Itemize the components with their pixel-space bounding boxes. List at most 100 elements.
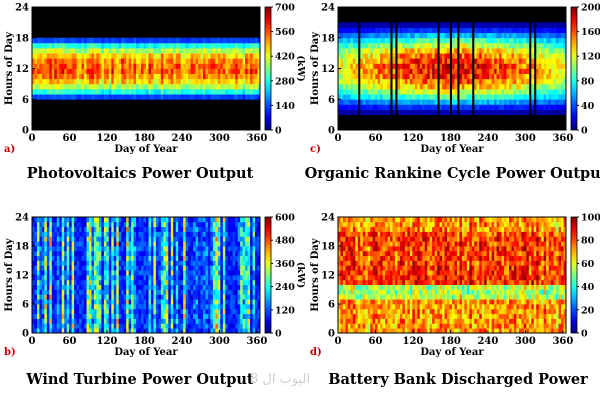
panel-3-heat-cell	[84, 313, 87, 319]
panel-2-heat-cell	[380, 109, 384, 116]
panel-2-heat-cell	[489, 27, 493, 34]
panel-3-heat-cell	[113, 328, 117, 334]
panel-1-x-tick-label: 180	[134, 133, 155, 144]
panel-1-heat-cell	[54, 89, 58, 95]
panel-1-heat-cell	[121, 73, 125, 80]
panel-2-heat-cell	[459, 27, 463, 34]
panel-2-heat-cell	[469, 37, 473, 44]
panel-1-heat-cell	[148, 63, 152, 69]
panel-3-heat-cell	[136, 241, 139, 247]
panel-3-heat-cell	[212, 250, 216, 257]
panel-2-heat-cell	[526, 89, 530, 95]
panel-2-heat-cell	[563, 22, 567, 28]
panel-1-heat-cell	[126, 58, 130, 64]
panel-3-heat-cell	[146, 226, 149, 232]
panel-1-heat-cell	[165, 83, 169, 90]
panel-3-heat-cell	[170, 270, 174, 276]
panel-2-heat-cell	[347, 22, 351, 28]
panel-2-heat-cell	[541, 89, 545, 95]
panel-3-heat-cell	[200, 275, 204, 281]
panel-1-heat-cell	[138, 94, 142, 100]
panel-3-heat-cell	[247, 275, 251, 281]
panel-2-heat-cell	[469, 109, 473, 116]
panel-1-heat-cell	[193, 68, 196, 75]
panel-3-heat-cell	[64, 260, 68, 266]
panel-1-heat-cell	[163, 53, 167, 59]
panel-3-heat-cell	[168, 294, 172, 300]
panel-2-heat-cell	[511, 94, 515, 100]
panel-1-heat-cell	[183, 83, 187, 90]
panel-2-heat-cell	[452, 22, 455, 28]
panel-2-heat-cell	[459, 78, 463, 85]
panel-3-heat-cell	[212, 313, 216, 319]
panel-2-heat-cell	[556, 27, 559, 34]
panel-1-heat-cell	[54, 58, 58, 64]
panel-2-heat-cell	[516, 37, 520, 44]
panel-3-heat-cell	[212, 275, 216, 281]
panel-3-heat-cell	[138, 279, 142, 286]
panel-1-heat-cell	[91, 53, 95, 59]
panel-1-heat-cell	[143, 83, 147, 90]
panel-1-heat-cell	[51, 78, 55, 85]
panel-2-heat-cell	[350, 58, 354, 64]
panel-3-heat-cell	[173, 236, 177, 242]
panel-2-heat-cell	[362, 73, 366, 80]
panel-1-heat-cell	[66, 83, 70, 90]
panel-3-heat-cell	[237, 260, 241, 266]
panel-3-heat-cell	[74, 308, 78, 315]
panel-3-heat-cell	[220, 270, 224, 276]
panel-1-heat-cell	[66, 48, 70, 54]
panel-3-heat-cell	[148, 236, 152, 242]
panel-1-heat-cell	[150, 78, 154, 85]
panel-3-heat-cell	[207, 284, 211, 290]
panel-2-heat-cell	[541, 22, 545, 28]
panel-2-heat-cell	[506, 22, 510, 28]
panel-1-heat-cell	[215, 89, 219, 95]
panel-3-heat-cell	[32, 323, 35, 329]
panel-2-heat-cell	[538, 53, 542, 59]
panel-1-heat-cell	[217, 83, 221, 90]
panel-1-heat-cell	[170, 78, 174, 85]
panel-2-heat-cell	[558, 58, 562, 64]
panel-2-heat-cell	[511, 48, 515, 54]
panel-3-heat-cell	[235, 294, 239, 300]
panel-3-heat-cell	[146, 299, 149, 305]
panel-3-heat-cell	[222, 246, 226, 252]
panel-3-heat-cell	[227, 313, 231, 319]
panel-2-heat-cell	[486, 27, 490, 34]
panel-3-heat-cell	[188, 318, 192, 324]
panel-3-heat-cell	[188, 260, 192, 266]
panel-3-heat-cell	[61, 260, 65, 266]
panel-2-heat-cell	[404, 78, 408, 85]
panel-1-heat-cell	[158, 68, 162, 75]
panel-2-heat-cell	[501, 83, 505, 90]
panel-3-heat-cell	[230, 241, 234, 247]
panel-2-heat-cell	[481, 27, 485, 34]
panel-3-heat-cell	[41, 284, 45, 290]
panel-1-heat-cell	[153, 68, 157, 75]
panel-3-heat-cell	[123, 255, 127, 261]
panel-4-heat-cell	[338, 318, 341, 324]
panel-1-heat-cell	[39, 63, 43, 69]
panel-3-heat-cell	[185, 260, 189, 266]
panel-3-heat-cell	[141, 279, 144, 286]
panel-3-heat-cell	[113, 265, 117, 271]
panel-3-heat-cell	[44, 318, 48, 324]
panel-3-heat-cell	[81, 236, 85, 242]
panel-2-heat-cell	[392, 48, 396, 54]
panel-2-heat-cell	[350, 78, 354, 85]
panel-3-heat-cell	[222, 279, 226, 286]
panel-2-heat-cell	[543, 109, 547, 116]
panel-1-heat-cell	[44, 42, 48, 49]
panel-3-heat-cell	[86, 275, 90, 281]
panel-2-heat-cell	[506, 68, 510, 75]
panel-2-heat-cell	[338, 73, 341, 80]
panel-2-heat-cell	[506, 53, 510, 59]
panel-2-heat-cell	[385, 63, 388, 69]
panel-3-heat-cell	[138, 250, 142, 257]
panel-3-heat-cell	[36, 308, 40, 315]
panel-3-heat-cell	[185, 279, 189, 286]
panel-1-heat-cell	[235, 73, 239, 80]
panel-1-heat-cell	[173, 37, 177, 44]
panel-2-heat-cell	[474, 48, 478, 54]
